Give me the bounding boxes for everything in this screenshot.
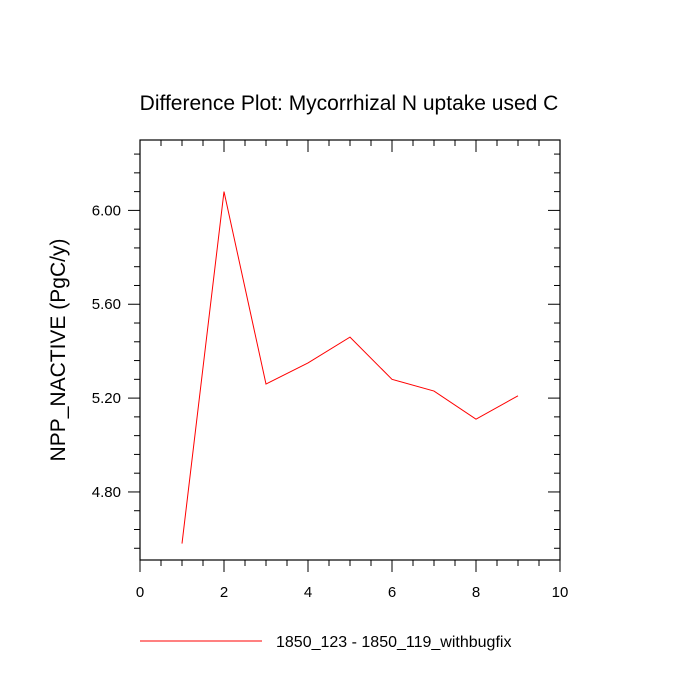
- legend-label: 1850_123 - 1850_119_withbugfix: [276, 634, 511, 651]
- legend: 1850_123 - 1850_119_withbugfix: [140, 634, 511, 651]
- x-tick-label: 0: [136, 584, 144, 601]
- axis-ticks: [128, 140, 561, 572]
- x-tick-label: 8: [472, 584, 480, 601]
- x-tick-labels: 0 2 4 6 8 10: [136, 584, 569, 601]
- y-axis-title: NPP_NACTIVE (PgC/y): [47, 239, 70, 462]
- y-tick-label: 4.80: [92, 484, 121, 501]
- chart-title: Difference Plot: Mycorrhizal N uptake us…: [140, 92, 559, 115]
- y-tick-label: 5.20: [92, 390, 121, 407]
- x-tick-label: 4: [304, 584, 312, 601]
- x-tick-label: 6: [388, 584, 396, 601]
- series-line: [181, 191, 519, 544]
- series-group: [181, 191, 519, 544]
- plot-frame: [139, 139, 561, 561]
- y-tick-label: 6.00: [92, 202, 121, 219]
- x-tick-label: 2: [220, 584, 228, 601]
- y-tick-label: 5.60: [92, 296, 121, 313]
- y-tick-labels: 4.80 5.20 5.60 6.00: [92, 202, 121, 501]
- x-tick-label: 10: [552, 584, 569, 601]
